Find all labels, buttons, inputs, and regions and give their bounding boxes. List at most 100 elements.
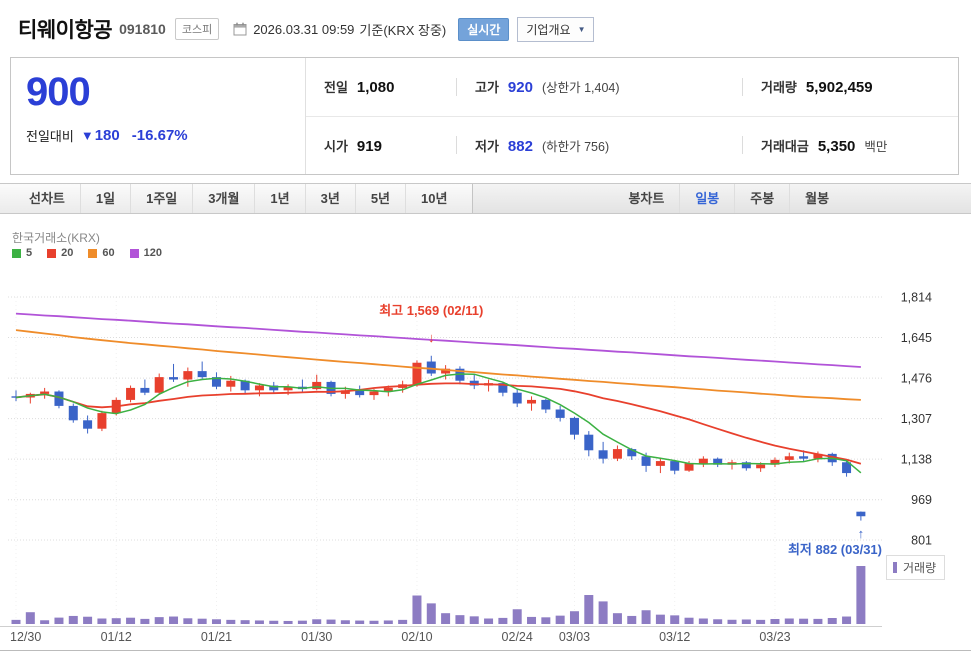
svg-text:최고 1,569 (02/11): 최고 1,569 (02/11) bbox=[379, 303, 483, 318]
company-overview-button[interactable]: 기업개요 ▼ bbox=[517, 16, 595, 42]
chart-panel: 한국거래소(KRX) 5 20 60 120 12/30 01/12 01/21 01… bbox=[0, 214, 971, 651]
day-low-cell: 저가 882 (하한가 756) bbox=[457, 136, 742, 155]
ma-lines bbox=[15, 312, 862, 474]
current-price-pane: 900 전일대비 ▼ 180 -16.67% bbox=[11, 58, 306, 174]
tab-1y[interactable]: 1년 bbox=[254, 184, 304, 213]
ma120-legend-label: 120 bbox=[143, 247, 162, 259]
volume-color-swatch bbox=[893, 562, 897, 573]
quote-datetime-suffix: 기준(KRX 장중) bbox=[359, 22, 447, 38]
quote-stats-row-2: 시가 919 저가 882 (하한가 756) 거래대금 5,350 백만 bbox=[306, 115, 958, 175]
prev-close-value: 1,080 bbox=[356, 79, 395, 97]
day-high-label: 고가 bbox=[475, 80, 499, 96]
ma20-legend-item: 20 bbox=[47, 247, 73, 259]
axis-labels: 12/30 01/12 01/21 01/30 02/10 02/24 03/03 03/12… bbox=[10, 291, 932, 645]
trade-amount-cell: 거래대금 5,350 백만 bbox=[743, 136, 958, 155]
chevron-down-icon: ▼ bbox=[577, 24, 586, 34]
stock-header: 티웨이항공 091810 코스피 2026.03.31 09:59 기준(KRX… bbox=[18, 12, 961, 46]
calendar-icon bbox=[233, 22, 247, 36]
svg-text:801: 801 bbox=[911, 534, 932, 548]
tab-1d[interactable]: 1일 bbox=[79, 184, 130, 213]
volume-cell: 거래량 5,902,459 bbox=[743, 77, 958, 96]
svg-text:03/03: 03/03 bbox=[559, 630, 590, 644]
quote-datetime: 2026.03.31 09:59 bbox=[253, 21, 355, 37]
tab-monthly[interactable]: 월봉 bbox=[789, 184, 844, 213]
ma-legend: 5 20 60 120 bbox=[12, 247, 162, 259]
realtime-badge[interactable]: 실시간 bbox=[458, 17, 510, 41]
svg-text:02/10: 02/10 bbox=[401, 630, 432, 644]
ma20-color-swatch bbox=[47, 248, 57, 258]
svg-text:1,307: 1,307 bbox=[901, 412, 932, 426]
quote-stats-row-1: 전일 1,080 고가 920 (상한가 1,404) 거래량 5,902,45… bbox=[306, 58, 958, 116]
change-percent: -16.67% bbox=[131, 127, 188, 144]
exchange-source-label: 한국거래소(KRX) bbox=[12, 231, 100, 245]
tab-5y[interactable]: 5년 bbox=[354, 184, 405, 213]
volume-legend-label: 거래량 bbox=[903, 561, 937, 575]
day-open-value: 919 bbox=[356, 137, 382, 155]
volume-legend: 거래량 bbox=[886, 555, 946, 580]
change-label: 전일대비 bbox=[26, 129, 74, 144]
down-arrow-icon: ▼ bbox=[80, 128, 94, 143]
ma120-legend-item: 120 bbox=[129, 247, 162, 259]
day-low-label: 저가 bbox=[475, 138, 499, 154]
svg-text:969: 969 bbox=[911, 493, 932, 507]
day-open-cell: 시가 919 bbox=[306, 136, 456, 155]
tab-line-chart[interactable]: 선차트 bbox=[29, 191, 65, 206]
tab-3y[interactable]: 3년 bbox=[304, 184, 355, 213]
svg-text:02/24: 02/24 bbox=[502, 630, 533, 644]
divider bbox=[456, 77, 457, 96]
ma60-color-swatch bbox=[88, 248, 98, 258]
candles bbox=[11, 355, 866, 521]
volume-value: 5,902,459 bbox=[805, 79, 873, 97]
trade-amount-label: 거래대금 bbox=[761, 138, 809, 154]
divider bbox=[742, 77, 743, 96]
svg-text:03/12: 03/12 bbox=[659, 630, 690, 644]
quote-stats: 전일 1,080 고가 920 (상한가 1,404) 거래량 5,902,45… bbox=[306, 58, 958, 174]
svg-text:01/12: 01/12 bbox=[101, 630, 132, 644]
prev-close-label: 전일 bbox=[324, 80, 348, 96]
tab-10y[interactable]: 10년 bbox=[405, 184, 462, 213]
tab-3m[interactable]: 3개월 bbox=[192, 184, 254, 213]
tab-daily[interactable]: 일봉 bbox=[679, 184, 734, 213]
ma120-color-swatch bbox=[129, 248, 139, 258]
tab-candle-chart[interactable]: 봉차트 bbox=[628, 191, 665, 206]
day-high-value: 920 bbox=[507, 79, 533, 97]
svg-text:01/30: 01/30 bbox=[301, 630, 332, 644]
stock-code: 091810 bbox=[119, 21, 166, 37]
annotations: 최고 1,569 (02/11) ↓ 최저 882 (03/31)↑ bbox=[379, 303, 882, 557]
svg-text:1,138: 1,138 bbox=[901, 453, 932, 467]
market-badge: 코스피 bbox=[174, 18, 220, 40]
price-summary: 900 전일대비 ▼ 180 -16.67% 전일 1,080 고가 920 (… bbox=[10, 57, 959, 175]
volume-bars bbox=[11, 566, 866, 624]
candle-style-tabs: 봉차트 일봉 주봉 월봉 bbox=[472, 184, 971, 213]
svg-text:12/30: 12/30 bbox=[10, 630, 41, 644]
svg-text:↓: ↓ bbox=[428, 330, 435, 345]
current-price: 900 bbox=[26, 70, 91, 114]
chart-toolbar: 선차트 1일 1주일 3개월 1년 3년 5년 10년 봉차트 일봉 주봉 월봉 bbox=[0, 183, 971, 214]
svg-text:1,476: 1,476 bbox=[901, 372, 932, 386]
prev-close-cell: 전일 1,080 bbox=[306, 77, 456, 96]
ma60-legend-label: 60 bbox=[102, 247, 115, 259]
tab-weekly[interactable]: 주봉 bbox=[734, 184, 789, 213]
svg-text:01/21: 01/21 bbox=[201, 630, 232, 644]
period-tabs: 선차트 1일 1주일 3개월 1년 3년 5년 10년 bbox=[0, 184, 462, 213]
svg-text:03/23: 03/23 bbox=[759, 630, 790, 644]
svg-text:↑: ↑ bbox=[858, 526, 865, 541]
tab-1w[interactable]: 1주일 bbox=[130, 184, 192, 213]
svg-text:1,814: 1,814 bbox=[901, 291, 932, 305]
divider bbox=[742, 136, 743, 155]
change-value: 180 bbox=[94, 127, 120, 144]
gridlines bbox=[0, 296, 882, 627]
upper-limit-value: (상한가 1,404) bbox=[541, 81, 620, 96]
stock-name: 티웨이항공 bbox=[18, 19, 113, 42]
price-change-row: 전일대비 ▼ 180 -16.67% bbox=[26, 126, 305, 145]
ma20-legend-label: 20 bbox=[61, 247, 74, 259]
divider bbox=[456, 136, 457, 155]
lower-limit-value: (하한가 756) bbox=[541, 139, 610, 154]
svg-text:최저 882 (03/31): 최저 882 (03/31) bbox=[788, 542, 882, 557]
trade-amount-unit: 백만 bbox=[864, 139, 888, 154]
ma60-legend-item: 60 bbox=[88, 247, 115, 259]
company-overview-label: 기업개요 bbox=[526, 22, 571, 37]
day-low-value: 882 bbox=[507, 137, 533, 155]
trade-amount-value: 5,350 bbox=[817, 137, 856, 155]
